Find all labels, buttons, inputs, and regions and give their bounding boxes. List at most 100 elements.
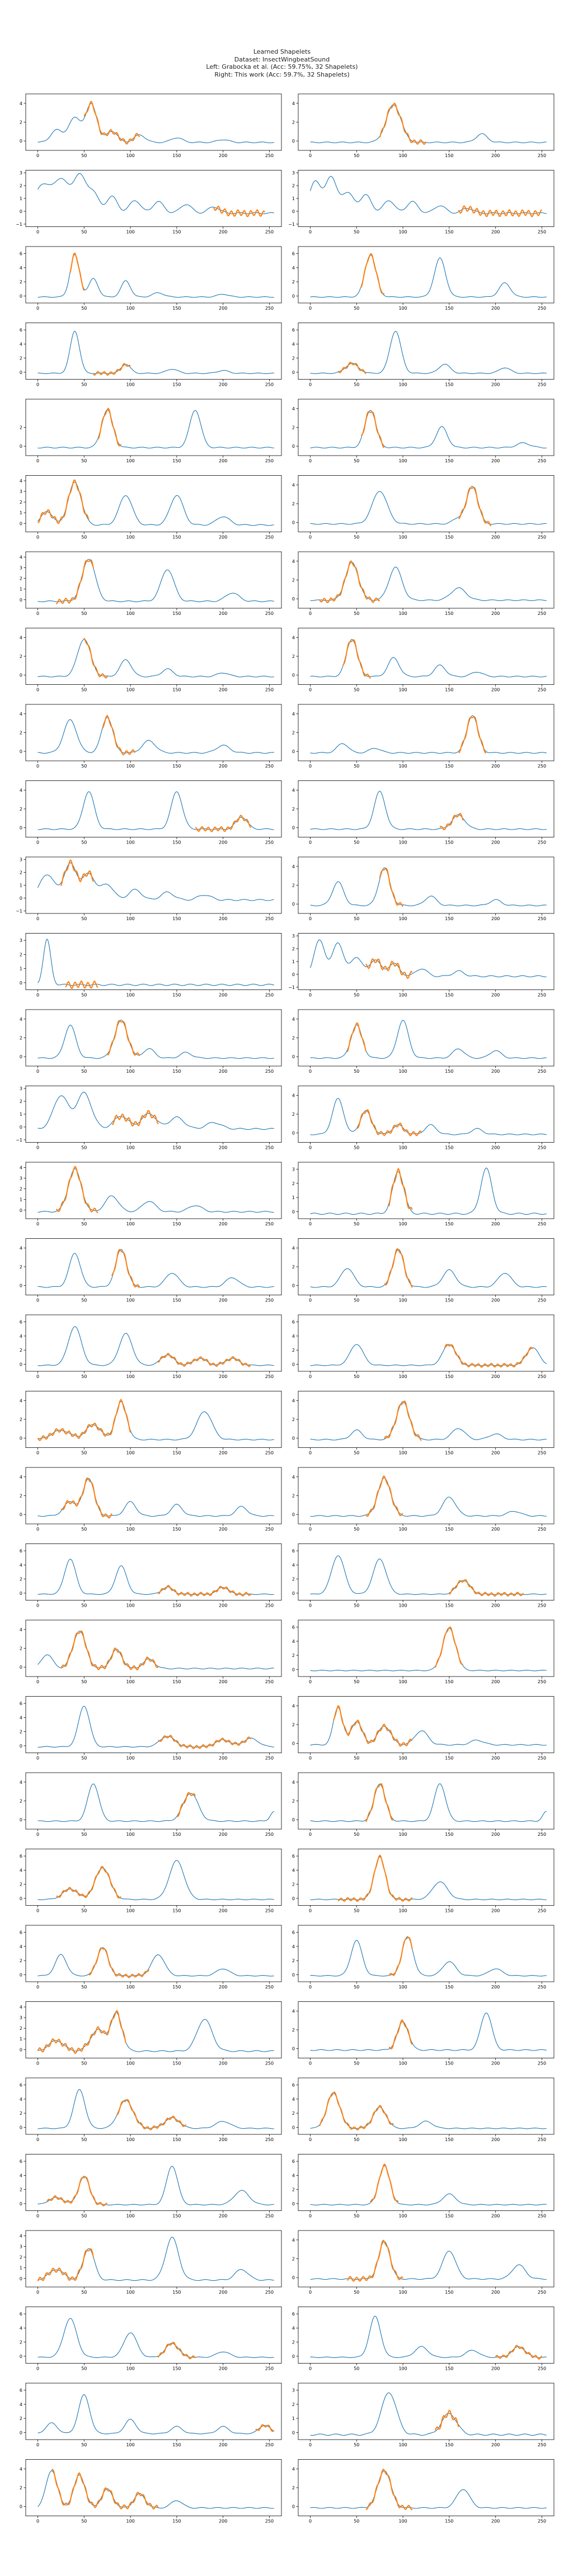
x-tick-label: 250 bbox=[538, 916, 546, 921]
y-tick-label: −1 bbox=[16, 1138, 22, 1143]
y-tick-label: 3 bbox=[20, 1086, 22, 1091]
x-tick-label: 200 bbox=[219, 2137, 227, 2142]
x-tick-label: 150 bbox=[445, 306, 453, 311]
x-tick-label: 50 bbox=[81, 1603, 87, 1608]
y-tick-label: 2 bbox=[292, 425, 295, 430]
y-tick-label: 2 bbox=[20, 183, 22, 188]
axes-frame bbox=[298, 2154, 554, 2211]
series-line bbox=[310, 867, 547, 907]
shapelet-line bbox=[46, 2176, 107, 2207]
series-line bbox=[37, 639, 274, 678]
series-line bbox=[37, 330, 274, 374]
y-tick-label: 1 bbox=[292, 196, 295, 201]
x-tick-label: 50 bbox=[81, 1451, 87, 1456]
x-tick-label: 50 bbox=[81, 993, 87, 998]
x-tick-label: 200 bbox=[491, 1221, 500, 1227]
shapelet-line bbox=[37, 479, 90, 524]
y-tick-label: 4 bbox=[292, 1246, 295, 1251]
y-tick-label: 4 bbox=[20, 2173, 22, 2178]
y-tick-label: 2 bbox=[20, 500, 22, 505]
y-tick-label: 4 bbox=[292, 1398, 295, 1403]
x-tick-label: 100 bbox=[126, 306, 134, 311]
y-tick-label: 0 bbox=[20, 2201, 22, 2206]
x-tick-label: 250 bbox=[265, 2061, 274, 2066]
series-line bbox=[37, 1631, 274, 1670]
x-tick-label: 150 bbox=[172, 1909, 181, 1914]
panel-right-3: 0 50 100 150 200 250 0 2 4 6 bbox=[292, 323, 554, 387]
x-tick-label: 100 bbox=[126, 764, 134, 769]
x-tick-label: 200 bbox=[491, 153, 500, 158]
x-tick-label: 50 bbox=[81, 1069, 87, 1074]
x-tick-label: 50 bbox=[81, 306, 87, 311]
shapelet-line bbox=[37, 2248, 94, 2281]
x-tick-label: 0 bbox=[309, 1298, 312, 1303]
x-tick-label: 100 bbox=[398, 306, 407, 311]
y-tick-label: 3 bbox=[292, 934, 295, 939]
x-tick-label: 0 bbox=[36, 764, 39, 769]
x-tick-label: 250 bbox=[538, 2290, 546, 2295]
series-line bbox=[310, 2165, 547, 2205]
y-tick-label: 1 bbox=[292, 1195, 295, 1200]
y-tick-label: 2 bbox=[20, 654, 22, 659]
series-line bbox=[37, 862, 274, 901]
x-tick-label: 50 bbox=[81, 1527, 87, 1532]
y-tick-label: 2 bbox=[292, 356, 295, 361]
shapelet-line bbox=[444, 1344, 533, 1368]
x-tick-label: 50 bbox=[81, 153, 87, 158]
x-tick-label: 250 bbox=[538, 1298, 546, 1303]
shapelet-line bbox=[83, 637, 108, 679]
axes-frame bbox=[25, 1086, 282, 1143]
x-tick-label: 50 bbox=[354, 2290, 359, 2295]
y-tick-label: 6 bbox=[20, 1701, 22, 1706]
x-tick-label: 0 bbox=[36, 1069, 39, 1074]
x-tick-label: 200 bbox=[219, 1145, 227, 1150]
x-tick-label: 150 bbox=[445, 688, 453, 693]
x-tick-label: 50 bbox=[81, 382, 87, 387]
shapelet-line bbox=[195, 815, 252, 832]
y-tick-label: 0 bbox=[20, 749, 22, 754]
x-tick-label: 150 bbox=[172, 1679, 181, 1684]
x-tick-label: 100 bbox=[398, 2442, 407, 2447]
shapelet-line bbox=[37, 2010, 126, 2054]
x-tick-label: 100 bbox=[398, 1451, 407, 1456]
panel-right-22: 0 50 100 150 200 250 0 2 4 bbox=[292, 1772, 554, 1837]
x-tick-label: 0 bbox=[309, 916, 312, 921]
axes-frame bbox=[25, 1467, 282, 1524]
panel-left-3: 0 50 100 150 200 250 0 2 4 6 bbox=[20, 323, 282, 387]
x-tick-label: 150 bbox=[172, 916, 181, 921]
axes-frame bbox=[25, 2307, 282, 2364]
x-tick-label: 250 bbox=[538, 1451, 546, 1456]
y-tick-label: 4 bbox=[20, 2234, 22, 2239]
x-tick-label: 100 bbox=[398, 611, 407, 616]
x-tick-label: 250 bbox=[265, 916, 274, 921]
x-tick-label: 150 bbox=[172, 230, 181, 235]
x-tick-label: 150 bbox=[172, 1145, 181, 1150]
y-tick-label: 2 bbox=[20, 2255, 22, 2260]
shapelet-line bbox=[102, 714, 136, 756]
x-tick-label: 100 bbox=[398, 916, 407, 921]
shapelet-line bbox=[356, 1109, 422, 1137]
y-tick-label: 2 bbox=[20, 2111, 22, 2116]
title-line: Learned Shapelets bbox=[253, 48, 311, 55]
x-tick-label: 0 bbox=[36, 230, 39, 235]
x-tick-label: 0 bbox=[309, 1145, 312, 1150]
x-tick-label: 0 bbox=[36, 611, 39, 616]
x-tick-label: 0 bbox=[36, 688, 39, 693]
panel-right-31: 0 50 100 150 200 250 0 2 4 bbox=[292, 2459, 554, 2524]
panel-right-23: 0 50 100 150 200 250 0 2 4 6 bbox=[292, 1849, 554, 1914]
x-tick-label: 150 bbox=[172, 840, 181, 845]
x-tick-label: 50 bbox=[354, 535, 359, 540]
y-tick-label: 6 bbox=[292, 2159, 295, 2164]
title-line: Left: Grabocka et al. (Acc: 59.75%, 32 S… bbox=[206, 63, 358, 70]
panel-left-10: 0 50 100 150 200 250 −1 0 1 2 3 bbox=[16, 856, 282, 921]
y-tick-label: 3 bbox=[20, 1176, 22, 1181]
x-tick-label: 0 bbox=[36, 2519, 39, 2524]
x-tick-label: 250 bbox=[265, 1909, 274, 1914]
x-tick-label: 100 bbox=[126, 916, 134, 921]
y-tick-label: 6 bbox=[20, 252, 22, 257]
series-line bbox=[37, 1249, 274, 1288]
y-tick-label: 0 bbox=[292, 902, 295, 907]
x-tick-label: 0 bbox=[309, 2366, 312, 2371]
x-tick-label: 200 bbox=[491, 916, 500, 921]
x-tick-label: 0 bbox=[36, 382, 39, 387]
